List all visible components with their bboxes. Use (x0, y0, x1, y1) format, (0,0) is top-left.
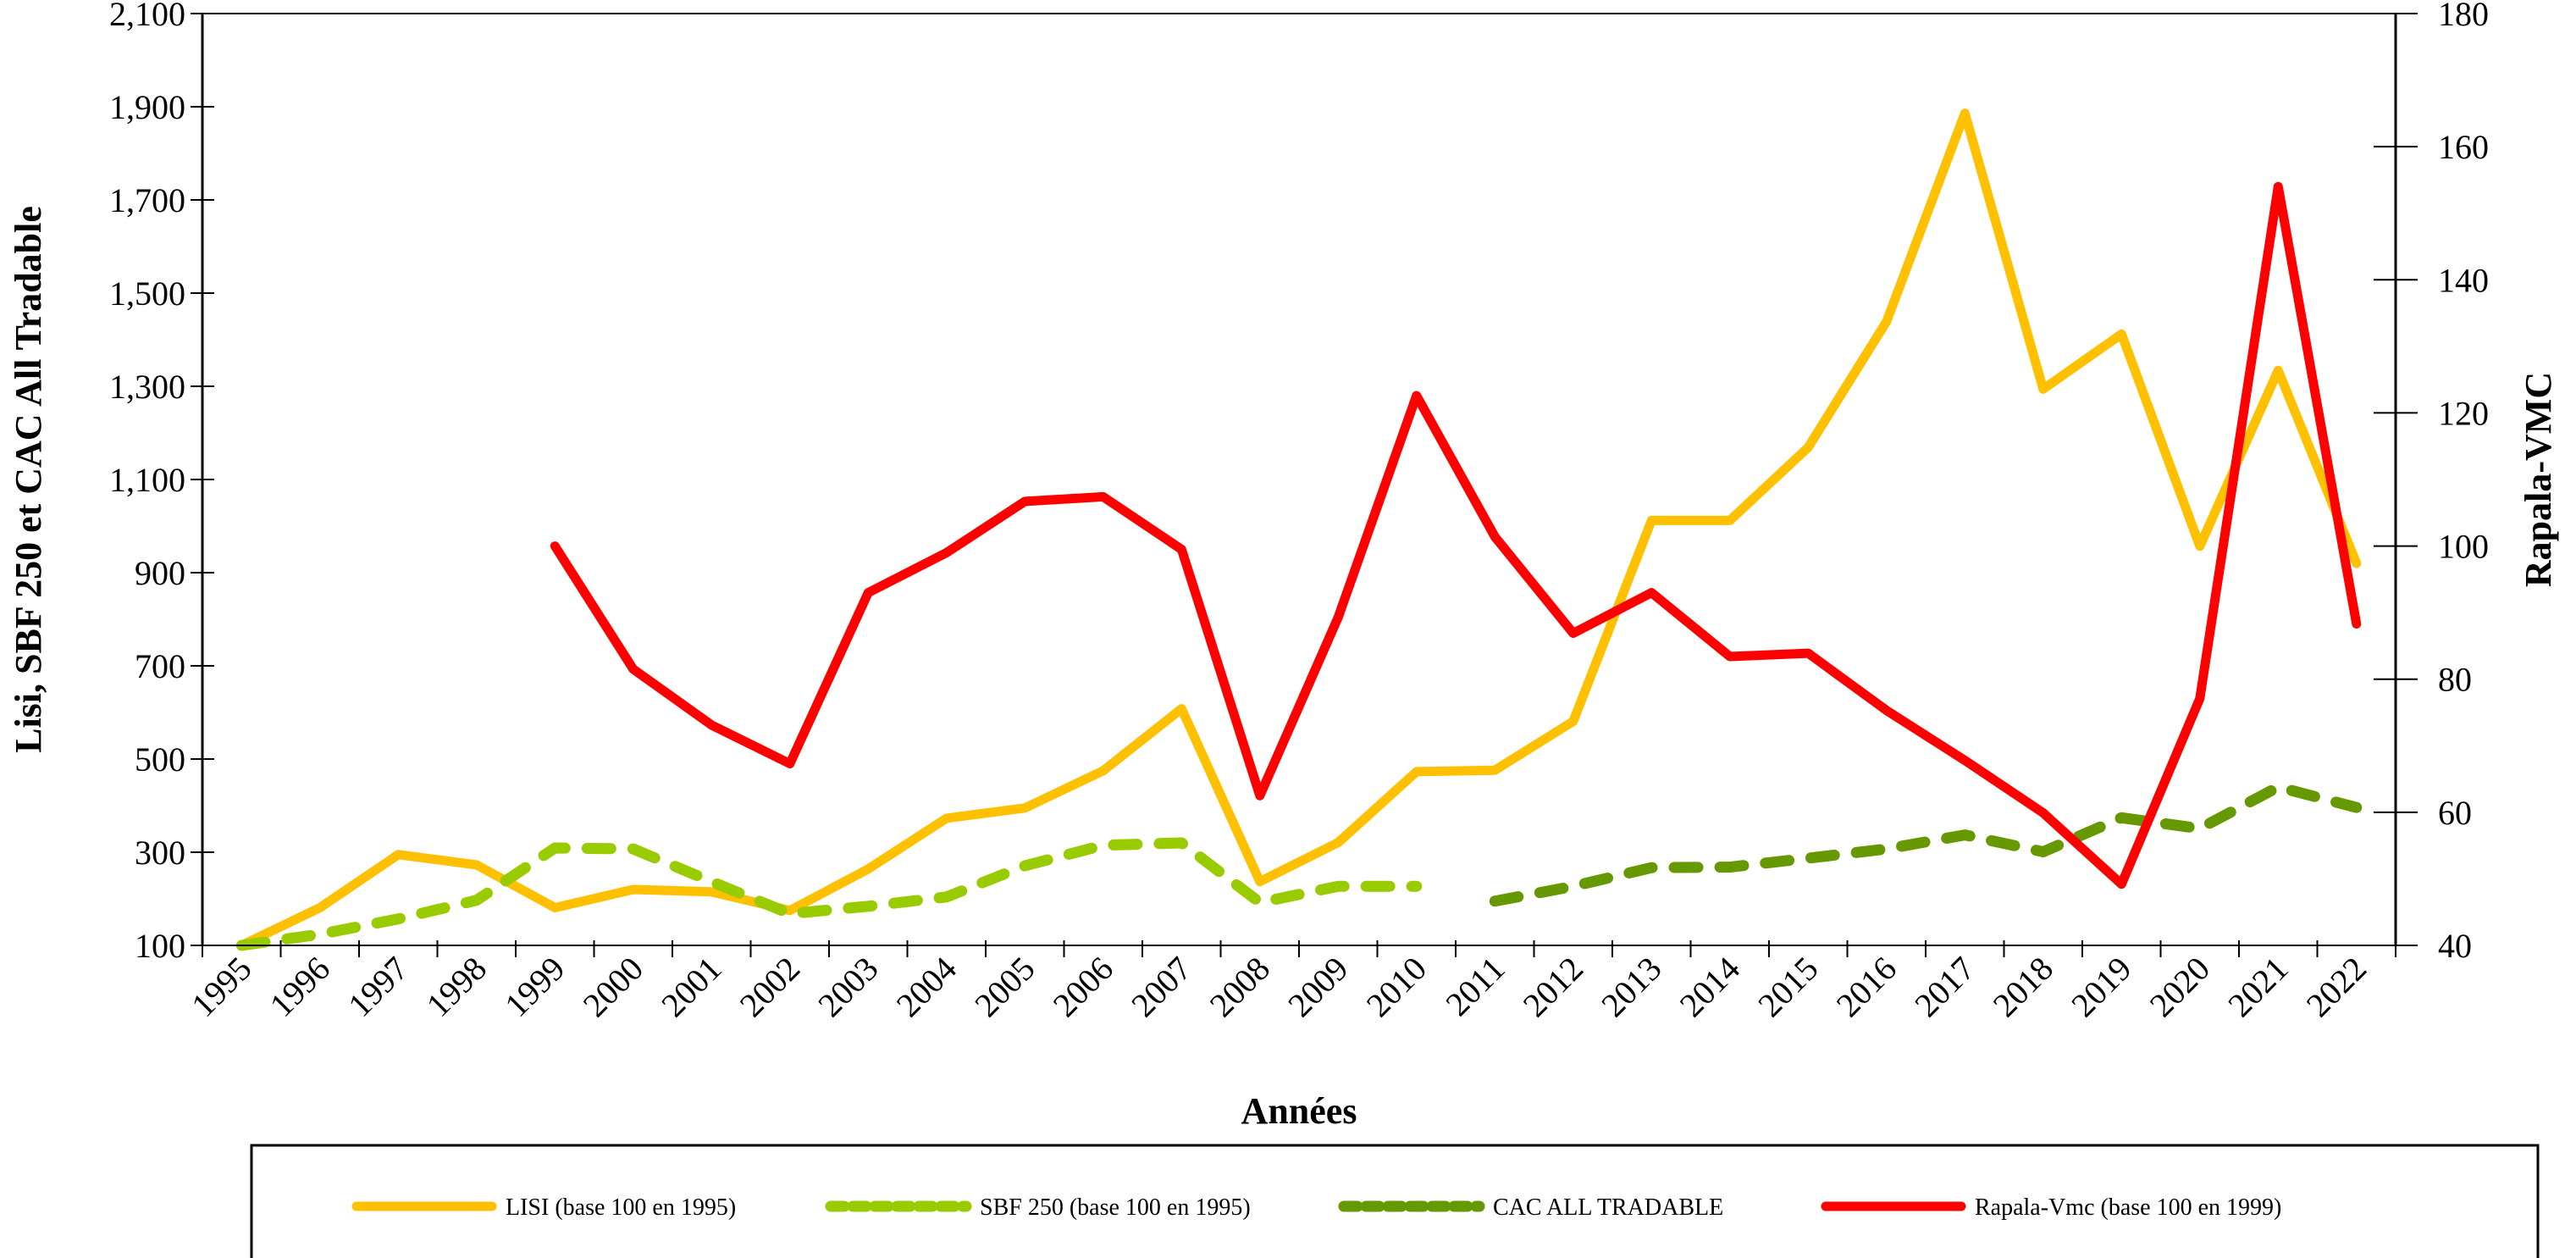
y-tick-label: 1,300 (109, 368, 185, 406)
y-tick-label: 1,100 (109, 461, 185, 499)
x-tick-label: 2013 (1594, 950, 1668, 1024)
x-tick-label: 1998 (419, 950, 494, 1024)
x-tick-label: 2011 (1438, 950, 1512, 1023)
x-tick-label: 2004 (889, 950, 964, 1024)
plot-lines (235, 108, 2363, 951)
legend-label: CAC ALL TRADABLE (1493, 1194, 1723, 1221)
y-tick-label: 900 (135, 554, 185, 592)
x-tick-label: 2016 (1829, 950, 1904, 1024)
y2-tick-label: 140 (2438, 261, 2489, 299)
y-tick-label: 300 (135, 834, 185, 872)
x-tick-label: 2005 (967, 950, 1042, 1024)
y2-axis-title: Rapala-VMC (2518, 372, 2559, 587)
legend: LISI (base 100 en 1995) SBF 250 (base 100… (250, 1144, 2540, 1258)
y2-tick-label: 180 (2438, 0, 2489, 33)
legend-label: Rapala-Vmc (base 100 en 1999) (1975, 1194, 2281, 1221)
y-tick-label: 700 (135, 647, 185, 685)
x-tick-label: 2014 (1672, 950, 1747, 1024)
x-tick-label: 2018 (1986, 950, 2060, 1024)
x-tick-label: 2020 (2142, 950, 2217, 1024)
series-line-0 (236, 108, 2362, 950)
series-line-3 (550, 181, 2362, 889)
y-tick-label: 2,100 (109, 0, 185, 33)
x-tick-label: 1999 (497, 950, 572, 1024)
x-tick-label: 2003 (810, 950, 885, 1024)
x-tick-label: 2017 (1907, 950, 1982, 1024)
x-tick-label: 2008 (1202, 950, 1277, 1024)
x-tick-label: 2000 (576, 950, 650, 1024)
x-tick-label: 2010 (1359, 950, 1434, 1024)
x-tick-label: 2012 (1516, 950, 1590, 1024)
y2-tick-label: 60 (2438, 794, 2472, 832)
series-line-1 (235, 837, 1423, 951)
x-tick-label: 2022 (2299, 950, 2374, 1024)
legend-label: LISI (base 100 en 1995) (506, 1194, 736, 1221)
y-tick-label: 1,500 (109, 274, 185, 313)
y-tick-label: 1,900 (109, 88, 185, 126)
x-tick-label: 2001 (654, 950, 728, 1024)
y-tick-label: 500 (135, 740, 185, 779)
y-axis-title: Lisi, SBF 250 et CAC All Tradable (8, 206, 49, 753)
y2-tick-label: 160 (2438, 128, 2489, 166)
y-tick-label: 100 (135, 927, 185, 965)
y2-tick-label: 120 (2438, 394, 2489, 432)
x-tick-label: 1996 (263, 950, 337, 1024)
x-tick-label: 1997 (340, 950, 415, 1024)
x-tick-label: 2019 (2064, 950, 2138, 1024)
series-line-2 (1489, 781, 2363, 907)
y2-tick-label: 100 (2438, 528, 2489, 566)
x-tick-label: 2002 (732, 950, 807, 1024)
x-tick-label: 1995 (184, 950, 258, 1024)
x-tick-label: 2006 (1046, 950, 1120, 1024)
legend-box (250, 1144, 2540, 1258)
y-tick-label: 1,700 (109, 181, 185, 219)
x-tick-label: 2015 (1750, 950, 1825, 1024)
x-tick-label: 2007 (1124, 950, 1198, 1024)
x-tick-label: 2009 (1280, 950, 1355, 1024)
legend-label: SBF 250 (base 100 en 1995) (980, 1194, 1251, 1221)
y2-tick-label: 40 (2438, 927, 2472, 965)
x-tick-label: 2021 (2220, 950, 2295, 1024)
y2-tick-label: 80 (2438, 661, 2472, 699)
x-axis-title: Années (1241, 1090, 1357, 1132)
